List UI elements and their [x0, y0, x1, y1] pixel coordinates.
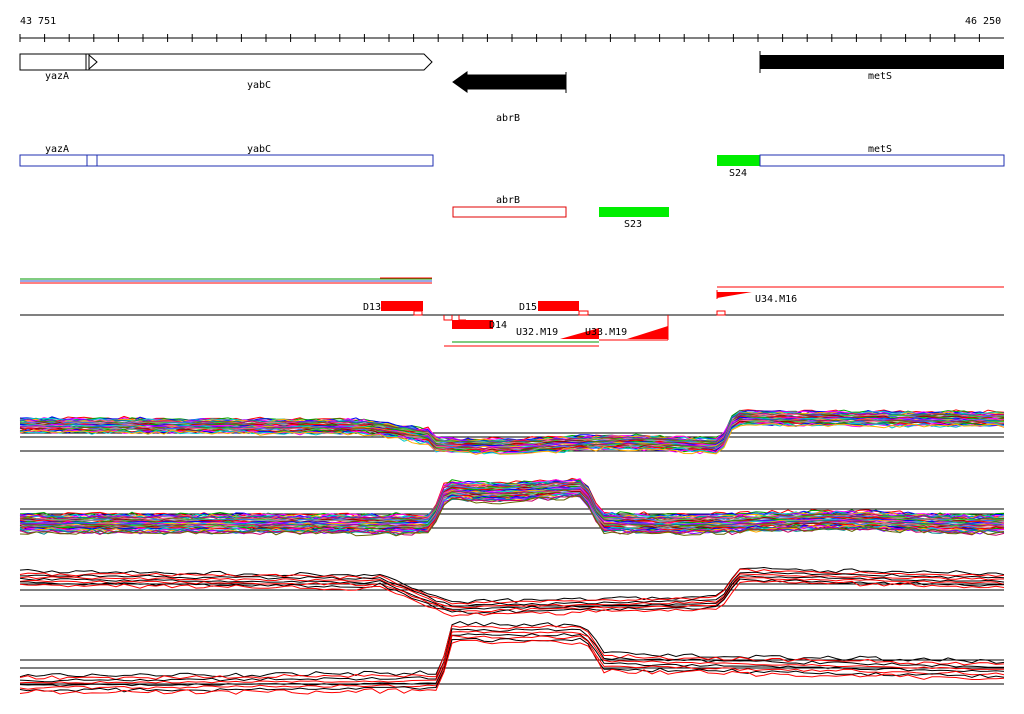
gene-arrow-yazA[interactable]: [19, 53, 94, 71]
gene-label-yabC: yabC: [247, 80, 271, 91]
expression-line: [19, 492, 1004, 536]
features-track: D13 D15 D14 U34.M16 U32.M19 U33.M19: [20, 277, 1004, 347]
gene-label-abrB: abrB: [496, 113, 520, 124]
triangle-U34.M16-tick: [716, 310, 726, 316]
expression-line: [19, 580, 1005, 617]
coord-end-label: 46 250: [965, 16, 1001, 27]
annot-label-yazA: yazA: [45, 144, 69, 155]
expression-line: [19, 624, 1005, 681]
expression-line: [19, 576, 1005, 613]
segment-D15[interactable]: [538, 301, 579, 311]
expression-line: [19, 494, 1005, 535]
segment-S24[interactable]: [717, 155, 760, 166]
gene-arrow-yabC[interactable]: [85, 53, 433, 71]
annotation-track: yazA yabC S24 metS abrB S23: [19, 144, 1005, 230]
expression-panel-3: [19, 566, 1005, 617]
triangle-label-U32.M19: U32.M19: [516, 327, 558, 338]
coordinate-ruler: 43 751 46 250: [19, 16, 1004, 42]
segment-label-S23: S23: [624, 219, 642, 230]
expression-line: [19, 633, 1005, 687]
annot-box-metS[interactable]: [759, 154, 1005, 167]
expression-line: [19, 621, 1005, 678]
segment-D14[interactable]: [452, 320, 493, 329]
expression-panel-2: [19, 477, 1005, 537]
expression-line: [20, 578, 1005, 614]
expression-line: [19, 423, 1005, 455]
gene-arrow-metS[interactable]: [760, 55, 1004, 69]
expression-panel-1: [19, 409, 1005, 455]
gene-arrows-track: yazA yabC abrB metS: [19, 51, 1004, 124]
triangle-label-U34.M16: U34.M16: [755, 294, 797, 305]
triangle-label-U33.M19: U33.M19: [585, 327, 627, 338]
gene-arrow-abrB[interactable]: [452, 71, 567, 93]
gene-label-yazA: yazA: [45, 71, 69, 82]
expression-line: [19, 571, 1005, 607]
segment-D15-tick: [578, 310, 589, 316]
triangle-U34.M16[interactable]: [717, 292, 752, 298]
expression-line: [19, 411, 1005, 443]
triangle-U33.M19[interactable]: [627, 326, 668, 339]
triangle-U32.M19[interactable]: [560, 328, 599, 339]
segment-D13[interactable]: [381, 301, 423, 311]
annot-label-abrB: abrB: [496, 195, 520, 206]
annot-box-yabC[interactable]: [86, 154, 434, 167]
segment-D14-ticks: [443, 315, 466, 321]
annot-label-yabC: yabC: [247, 144, 271, 155]
annot-label-metS: metS: [868, 144, 892, 155]
segment-D13-tick: [413, 310, 423, 316]
gene-arrow-yabC-head-small: [88, 53, 98, 71]
expression-line: [19, 575, 1005, 610]
segment-S23[interactable]: [599, 207, 669, 217]
coord-start-label: 43 751: [20, 16, 56, 27]
segment-label-D14: D14: [489, 320, 507, 331]
annot-box-yazA[interactable]: [19, 154, 88, 167]
expression-line: [19, 628, 1005, 683]
expression-line: [19, 630, 1004, 684]
expression-panel-4: [19, 621, 1005, 695]
segment-label-D13: D13: [363, 302, 381, 313]
expression-line: [19, 639, 1005, 695]
expression-line: [19, 568, 1005, 605]
expression-line: [19, 573, 1004, 609]
gene-label-metS: metS: [868, 71, 892, 82]
segment-label-D15: D15: [519, 302, 537, 313]
ruler-ticks: [19, 34, 980, 42]
expression-line: [19, 634, 1005, 690]
expression-line: [19, 495, 1005, 537]
segment-label-S24: S24: [729, 168, 747, 179]
annot-box-abrB[interactable]: [452, 206, 567, 218]
